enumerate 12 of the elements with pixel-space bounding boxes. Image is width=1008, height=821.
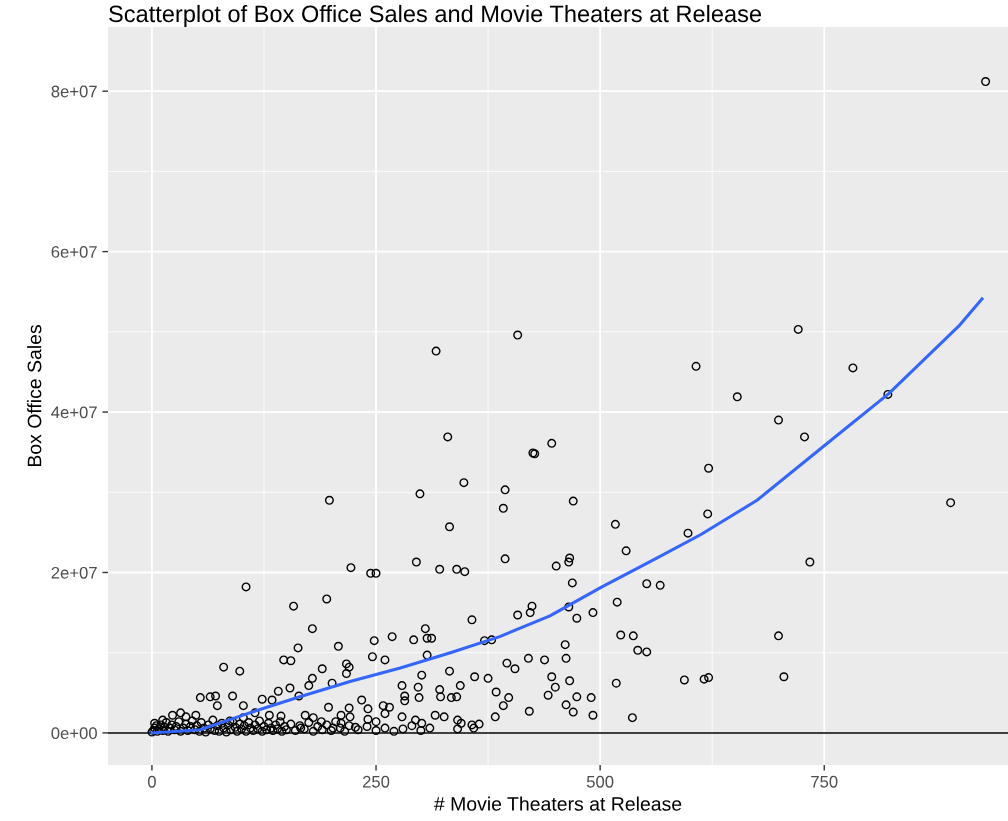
y-axis-title: Box Office Sales [27, 325, 42, 467]
y-tick-label: 2e+07 [51, 566, 97, 579]
x-tick-label: 250 [362, 775, 390, 788]
x-tick-label: 0 [147, 775, 156, 788]
x-tick-label: 750 [811, 775, 838, 788]
y-tick-label: 8e+07 [51, 85, 97, 98]
y-tick-label: 4e+07 [51, 406, 97, 419]
y-tick-label: 6e+07 [51, 246, 97, 258]
chart-title: Scatterplot of Box Office Sales and Movie Theaters at Release [109, 4, 762, 27]
x-axis-title: # Movie Theaters at Release [433, 796, 682, 811]
y-tick-label: 0e+00 [51, 727, 97, 740]
x-tick-label: 500 [586, 775, 614, 788]
